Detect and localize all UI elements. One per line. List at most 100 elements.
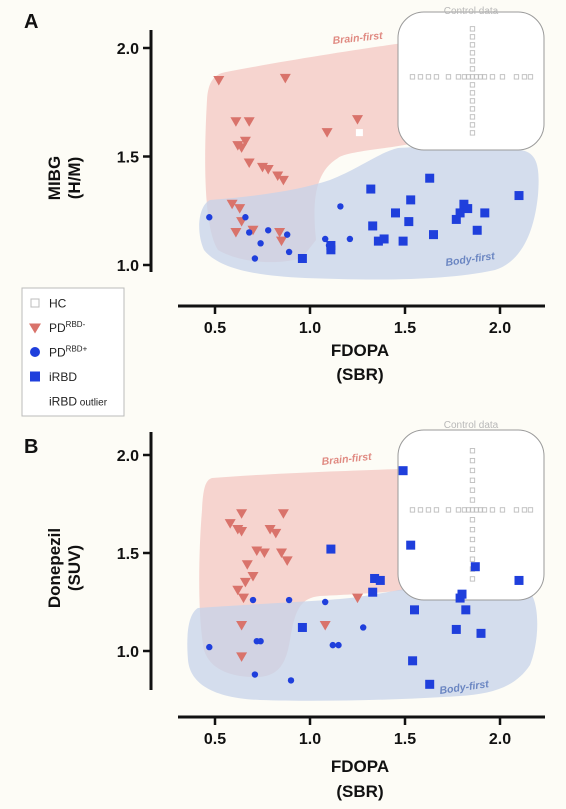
pd-rbd-neg-point bbox=[236, 509, 248, 519]
panel-b-control-inset: Control data bbox=[397, 420, 545, 601]
pd-rbd-pos-point bbox=[335, 641, 342, 649]
hc-marker bbox=[469, 82, 476, 88]
hc-marker bbox=[521, 74, 528, 80]
pd-rbd-pos-point bbox=[329, 641, 336, 649]
hc-marker bbox=[499, 74, 506, 80]
hc-marker bbox=[469, 457, 476, 464]
x-tick-label: 0.5 bbox=[204, 731, 226, 748]
x-tick-label: 0.5 bbox=[204, 320, 226, 337]
hc-marker bbox=[455, 74, 462, 80]
irbd-point bbox=[370, 573, 380, 583]
hc-marker bbox=[425, 74, 432, 80]
hc-marker bbox=[433, 507, 440, 513]
pd-rbd-pos-point bbox=[257, 240, 264, 247]
hc-marker bbox=[433, 74, 440, 80]
hc-marker bbox=[469, 58, 476, 64]
legend-label: iRBD outlier bbox=[49, 395, 108, 409]
irbd-point bbox=[429, 230, 438, 240]
hc-marker bbox=[409, 74, 416, 80]
irbd-point bbox=[398, 236, 408, 246]
pd-rbd-neg-point bbox=[258, 548, 270, 558]
hc-marker bbox=[513, 74, 520, 80]
pd-rbd-neg-point bbox=[264, 524, 276, 535]
irbd-point bbox=[297, 622, 307, 632]
irbd-point bbox=[461, 605, 471, 615]
panel-a-axes: 1.0 1.5 2.0 0.5 1.0 1.5 2.0 bbox=[117, 30, 545, 337]
irbd-point bbox=[368, 587, 378, 597]
hc-marker bbox=[513, 507, 520, 513]
hc-marker bbox=[417, 74, 424, 80]
panel-a-points bbox=[206, 73, 524, 263]
irbd-point bbox=[514, 191, 524, 201]
irbd-point bbox=[451, 624, 461, 634]
y-tick-label: 2.0 bbox=[117, 41, 139, 58]
irbd-point bbox=[366, 184, 376, 194]
irbd-point bbox=[463, 204, 473, 214]
irbd-point bbox=[326, 544, 336, 554]
pd-rbd-neg-point bbox=[234, 204, 246, 214]
body-first-region bbox=[199, 147, 539, 280]
pd-rbd-pos-point bbox=[249, 596, 257, 604]
pd-rbd-neg-point bbox=[236, 621, 248, 631]
panel-a-y-axis-label: MIBG bbox=[45, 156, 64, 200]
pd-rbd-neg-point bbox=[236, 652, 248, 662]
irbd-point bbox=[375, 575, 385, 585]
panel-b-points bbox=[206, 466, 524, 689]
hc-marker bbox=[469, 90, 476, 96]
y-tick-label: 1.0 bbox=[117, 644, 139, 661]
hc-marker bbox=[465, 74, 472, 80]
hc-marker bbox=[469, 34, 476, 40]
y-tick-label: 1.0 bbox=[117, 258, 139, 275]
irbd-point bbox=[451, 214, 461, 224]
hc-marker bbox=[527, 74, 534, 80]
irbd-point bbox=[406, 195, 416, 205]
irbd-point bbox=[326, 240, 336, 250]
panel-b-x-axis-unit: (SBR) bbox=[336, 782, 383, 801]
hc-marker bbox=[469, 66, 476, 72]
irbd-point bbox=[297, 253, 307, 263]
brain-first-label: Brain-first bbox=[321, 451, 373, 468]
pd-rbd-neg-point bbox=[277, 175, 289, 186]
panel-a-y-axis-unit: (H/M) bbox=[65, 157, 84, 199]
hc-marker bbox=[469, 487, 476, 493]
pd-rbd-neg-point bbox=[213, 76, 225, 86]
irbd-point bbox=[470, 562, 480, 572]
hc-marker bbox=[465, 507, 472, 513]
hc-marker bbox=[469, 50, 476, 56]
control-data-box bbox=[397, 429, 545, 601]
x-tick-label: 1.0 bbox=[299, 731, 321, 748]
control-data-label: Control data bbox=[444, 6, 499, 17]
y-tick-label: 1.5 bbox=[117, 150, 139, 167]
pd-rbd-neg-point bbox=[321, 128, 333, 138]
hc-marker bbox=[469, 26, 476, 32]
irbd-point bbox=[425, 679, 435, 689]
control-data-box bbox=[397, 11, 545, 151]
panel-b-y-axis-unit: (SUV) bbox=[65, 545, 84, 591]
irbd-point bbox=[514, 575, 524, 585]
pd-rbd-neg-point bbox=[272, 171, 284, 182]
hc-marker bbox=[469, 42, 476, 48]
body-first-region bbox=[187, 586, 538, 701]
hc-marker bbox=[527, 507, 534, 513]
pd-rbd-pos-point bbox=[251, 255, 259, 262]
pd-rbd-pos-point bbox=[246, 229, 253, 236]
hc-marker bbox=[469, 536, 476, 543]
pd-rbd-pos-point bbox=[322, 598, 329, 606]
panel-a-control-inset: Control data bbox=[397, 6, 545, 151]
legend-irbd-outlier-marker bbox=[30, 396, 40, 406]
hc-marker bbox=[469, 98, 476, 104]
irbd-point bbox=[455, 208, 465, 218]
pd-rbd-neg-point bbox=[247, 572, 259, 582]
pd-rbd-neg-point bbox=[236, 143, 248, 153]
pd-rbd-neg-point bbox=[232, 585, 244, 596]
pd-rbd-neg-point bbox=[238, 593, 249, 604]
pd-rbd-neg-point bbox=[279, 73, 291, 84]
legend-pd-rbd-pos-marker bbox=[30, 347, 40, 357]
hc-marker bbox=[489, 507, 496, 513]
irbd-outlier-point bbox=[355, 129, 363, 137]
x-tick-label: 2.0 bbox=[489, 320, 511, 337]
